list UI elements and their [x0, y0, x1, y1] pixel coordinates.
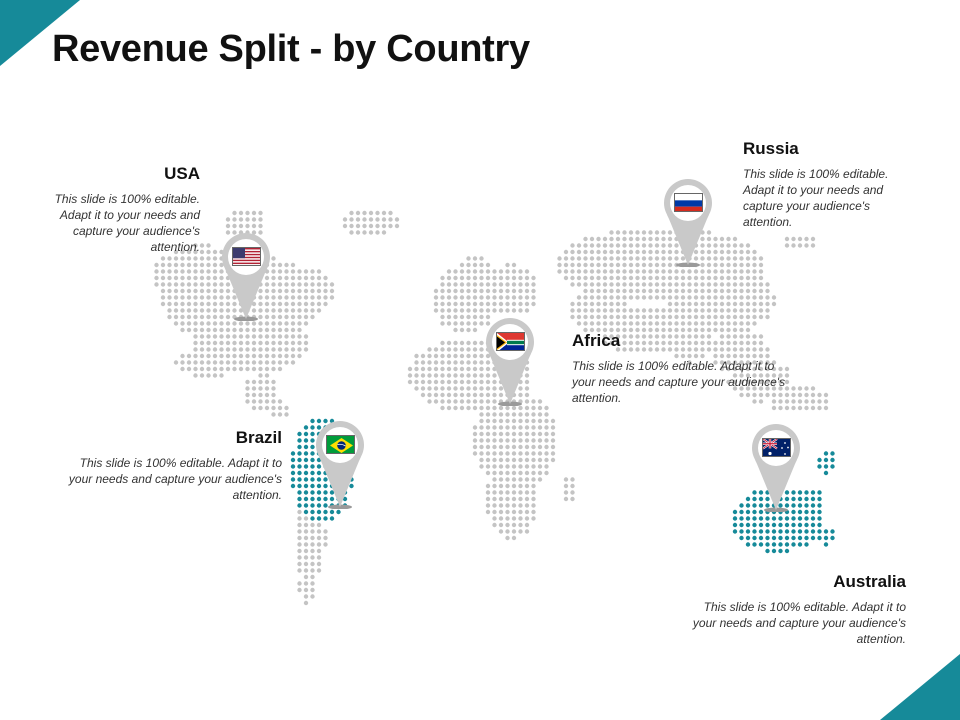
map-dots: [154, 210, 835, 606]
country-desc-africa: This slide is 100% editable. Adapt it to…: [572, 359, 786, 405]
map-pin-icon: [222, 233, 270, 322]
map-pin-icon: [752, 424, 800, 513]
russia-map-pin: [657, 171, 719, 268]
map-pin-icon: [486, 318, 534, 407]
usa-label: USA This slide is 100% editable. Adapt i…: [40, 164, 200, 255]
usa-map-pin: [215, 225, 277, 322]
country-name-africa: Africa: [572, 331, 621, 350]
brazil-label: Brazil This slide is 100% editable. Adap…: [62, 428, 282, 503]
corner-accent-top-left: [0, 0, 80, 66]
country-name-australia: Australia: [833, 572, 906, 591]
africa-label: Africa This slide is 100% editable. Adap…: [572, 331, 792, 406]
country-name-brazil: Brazil: [235, 428, 282, 447]
australia-flag-icon: [762, 438, 791, 457]
russia-flag-icon: [674, 193, 703, 212]
australia-label: Australia This slide is 100% editable. A…: [680, 572, 906, 647]
usa-flag-icon: [232, 247, 261, 266]
country-desc-australia: This slide is 100% editable. Adapt it to…: [692, 600, 906, 646]
country-desc-russia: This slide is 100% editable. Adapt it to…: [743, 167, 889, 229]
map-pin-icon: [316, 421, 364, 510]
map-pin-icon: [664, 179, 712, 268]
brazil-flag-icon: [326, 435, 355, 454]
country-name-usa: USA: [164, 164, 200, 183]
corner-accent-bottom-right: [880, 654, 960, 720]
australia-map-pin: [745, 416, 807, 513]
brazil-map-pin: [309, 413, 371, 510]
country-name-russia: Russia: [743, 139, 799, 158]
russia-label: Russia This slide is 100% editable. Adap…: [743, 139, 908, 230]
south-africa-flag-icon: [496, 332, 525, 351]
page-title: Revenue Split - by Country: [52, 28, 530, 70]
country-desc-brazil: This slide is 100% editable. Adapt it to…: [68, 456, 282, 502]
africa-map-pin: [479, 310, 541, 407]
country-desc-usa: This slide is 100% editable. Adapt it to…: [54, 192, 200, 254]
